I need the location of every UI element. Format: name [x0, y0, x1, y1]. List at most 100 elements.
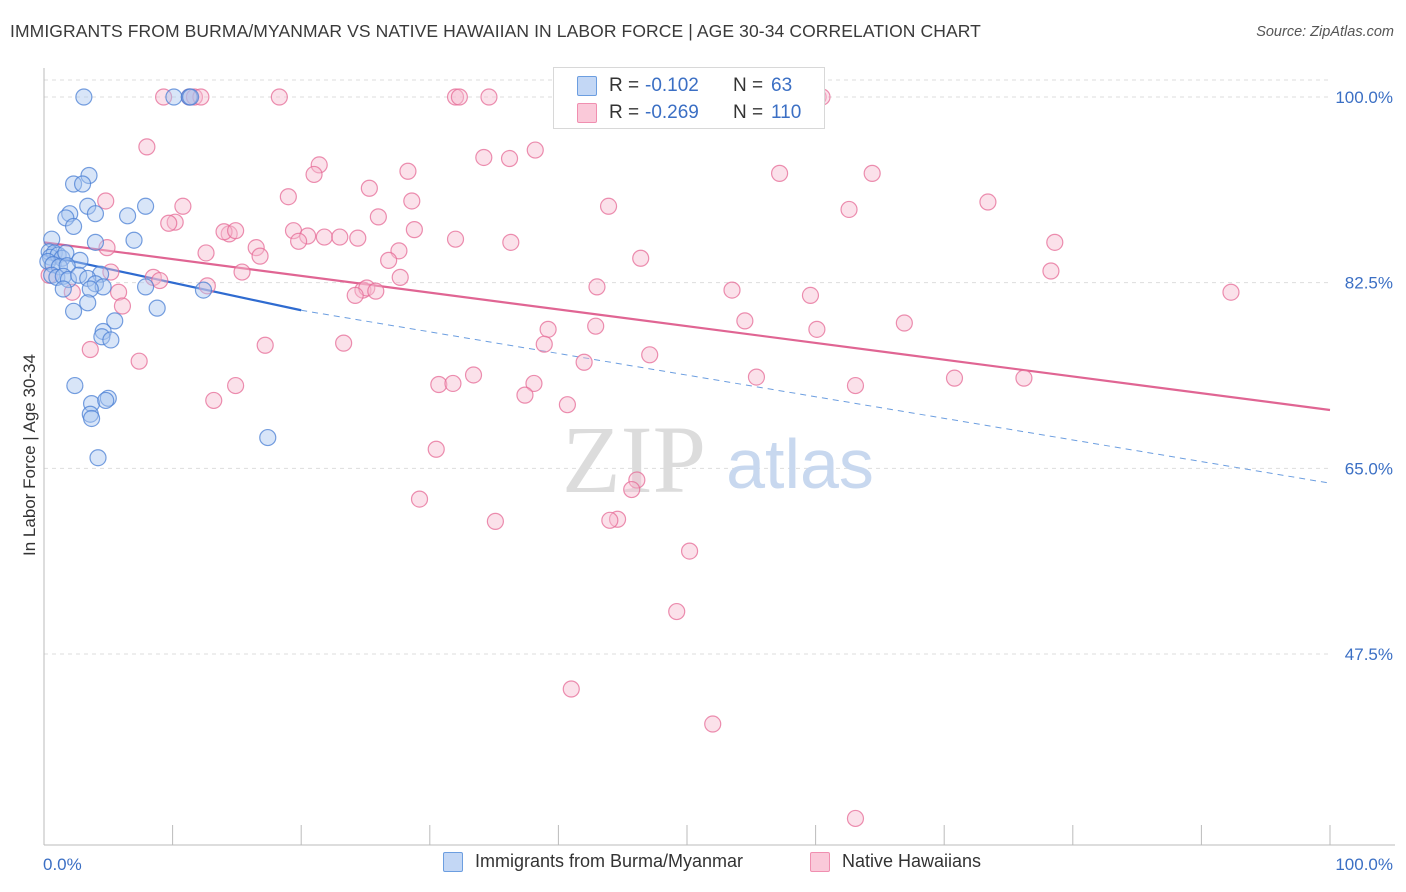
gridlines [44, 79, 1330, 655]
data-point-hawaiian [197, 244, 215, 262]
y-tick-label: 47.5% [1345, 645, 1393, 664]
watermark-zip: ZIP [562, 406, 706, 513]
data-point-hawaiian [680, 542, 699, 560]
data-point-hawaiian [109, 283, 128, 301]
data-point-hawaiian [227, 222, 245, 240]
stats-legend: R = -0.102 N = 63 R = -0.269 N = 110 [553, 67, 825, 129]
data-point-hawaiian [315, 228, 333, 246]
data-point-hawaiian [185, 88, 204, 106]
bottom-legend-label-pink: Native Hawaiians [842, 851, 982, 871]
data-point-hawaiian [349, 229, 367, 247]
data-point-hawaiian [151, 271, 169, 290]
data-point-hawaiian [335, 334, 353, 352]
data-point-hawaiian [516, 386, 534, 404]
data-point-hawaiian [562, 680, 580, 698]
data-point-hawaiian [63, 283, 81, 301]
data-point-burma [136, 197, 155, 215]
legend-r-label: R = [609, 102, 640, 123]
data-point-hawaiian [1015, 369, 1033, 387]
data-point-hawaiian [247, 239, 265, 257]
data-point-hawaiian [668, 602, 686, 621]
trend-line-burma-extrapolated [301, 309, 1331, 484]
y-tick-label: 100.0% [1335, 88, 1393, 107]
data-point-hawaiian [846, 376, 865, 395]
legend-swatch-pink [577, 103, 597, 123]
data-point-hawaiian [539, 320, 557, 338]
data-point-hawaiian [130, 352, 148, 370]
data-point-burma [94, 278, 112, 296]
data-point-burma [102, 331, 120, 349]
tick-labels: 47.5% 65.0% 82.5% 100.0% 0.0% 100.0% [43, 88, 1393, 874]
data-point-hawaiian [704, 715, 722, 733]
data-point-hawaiian [360, 179, 378, 197]
legend-n-label: N = [733, 75, 764, 96]
data-point-hawaiian [369, 208, 387, 226]
legend-n-value-pink: 110 [771, 102, 802, 123]
bottom-legend-swatch-blue [443, 851, 463, 872]
data-point-burma [57, 244, 75, 262]
legend-r-value-blue: -0.102 [645, 75, 699, 96]
data-point-burma [148, 299, 166, 317]
data-point-hawaiian [558, 396, 577, 414]
data-point-hawaiian [391, 268, 409, 286]
legend-row-pink: R = -0.269 N = 110 [554, 99, 801, 127]
data-point-hawaiian [290, 232, 308, 250]
axes [43, 68, 1395, 846]
data-point-hawaiian [723, 281, 741, 299]
data-point-hawaiian [331, 228, 349, 246]
data-point-hawaiian [500, 149, 519, 168]
y-axis-label: In Labor Force | Age 30-34 [20, 354, 39, 556]
data-point-burma [70, 266, 88, 284]
data-point-hawaiian [97, 192, 115, 210]
data-point-burma [86, 233, 105, 251]
data-points [39, 88, 1240, 828]
data-point-burma [136, 278, 155, 296]
data-point-burma [91, 265, 110, 283]
data-point-hawaiian [305, 165, 323, 184]
data-point-burma [125, 231, 143, 249]
data-point-hawaiian [405, 221, 423, 239]
legend-row-blue: R = -0.102 N = 63 [554, 72, 792, 100]
data-point-hawaiian [450, 88, 468, 106]
data-point-hawaiian [623, 480, 641, 499]
data-point-hawaiian [599, 197, 618, 215]
data-point-hawaiian [367, 282, 385, 300]
data-point-hawaiian [166, 213, 184, 231]
data-point-burma [93, 328, 111, 346]
data-point-hawaiian [840, 200, 858, 219]
data-point-hawaiian [233, 263, 251, 281]
data-point-burma [71, 251, 89, 269]
data-point-burma [58, 257, 76, 275]
data-point-burma [66, 376, 84, 395]
x-tick-label: 0.0% [43, 855, 82, 874]
data-point-burma [64, 217, 83, 236]
legend-r-label: R = [609, 75, 640, 96]
data-point-hawaiian [587, 317, 605, 335]
data-point-hawaiian [747, 368, 766, 386]
legend-n-label: N = [733, 102, 764, 123]
data-point-hawaiian [81, 340, 99, 359]
data-point-hawaiian [895, 314, 913, 332]
data-point-hawaiian [251, 247, 269, 265]
data-point-hawaiian [299, 227, 317, 245]
data-point-hawaiian [846, 809, 865, 828]
data-point-burma [82, 409, 101, 428]
data-point-hawaiian [1046, 233, 1064, 251]
data-point-burma [43, 230, 61, 248]
data-point-hawaiian [588, 278, 606, 296]
data-point-hawaiian [410, 490, 429, 508]
data-point-hawaiian [444, 374, 462, 393]
data-point-hawaiian [279, 188, 297, 206]
data-point-hawaiian [628, 471, 646, 489]
data-point-hawaiian [1222, 283, 1240, 301]
data-point-hawaiian [736, 312, 754, 330]
data-point-hawaiian [464, 366, 483, 384]
data-point-hawaiian [480, 88, 498, 106]
data-point-hawaiian [430, 375, 448, 394]
data-point-hawaiian [256, 336, 274, 354]
data-point-hawaiian [102, 263, 120, 281]
data-point-hawaiian [863, 164, 881, 182]
chart-title: IMMIGRANTS FROM BURMA/MYANMAR VS NATIVE … [10, 21, 981, 41]
data-point-hawaiian [575, 353, 593, 371]
